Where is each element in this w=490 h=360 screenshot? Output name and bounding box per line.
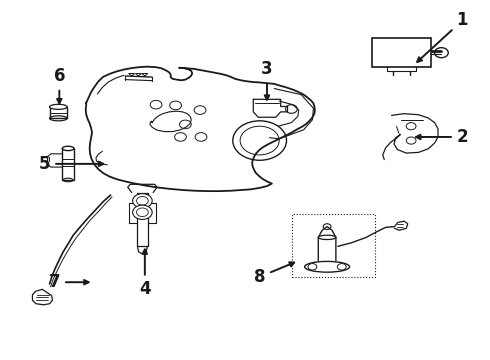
Text: 5: 5	[39, 155, 103, 173]
Ellipse shape	[49, 104, 67, 109]
Circle shape	[133, 194, 152, 208]
FancyBboxPatch shape	[372, 39, 431, 67]
Circle shape	[337, 264, 346, 270]
Text: 2: 2	[416, 128, 468, 146]
Circle shape	[308, 264, 317, 270]
Ellipse shape	[318, 235, 336, 239]
Text: 4: 4	[139, 249, 150, 298]
Text: 1: 1	[417, 12, 468, 62]
Text: 3: 3	[261, 60, 273, 100]
Ellipse shape	[305, 261, 349, 272]
Circle shape	[133, 205, 152, 220]
Circle shape	[406, 123, 416, 130]
Text: 6: 6	[53, 67, 65, 103]
Circle shape	[406, 137, 416, 144]
Text: 7: 7	[49, 273, 89, 291]
Text: 8: 8	[254, 262, 294, 286]
